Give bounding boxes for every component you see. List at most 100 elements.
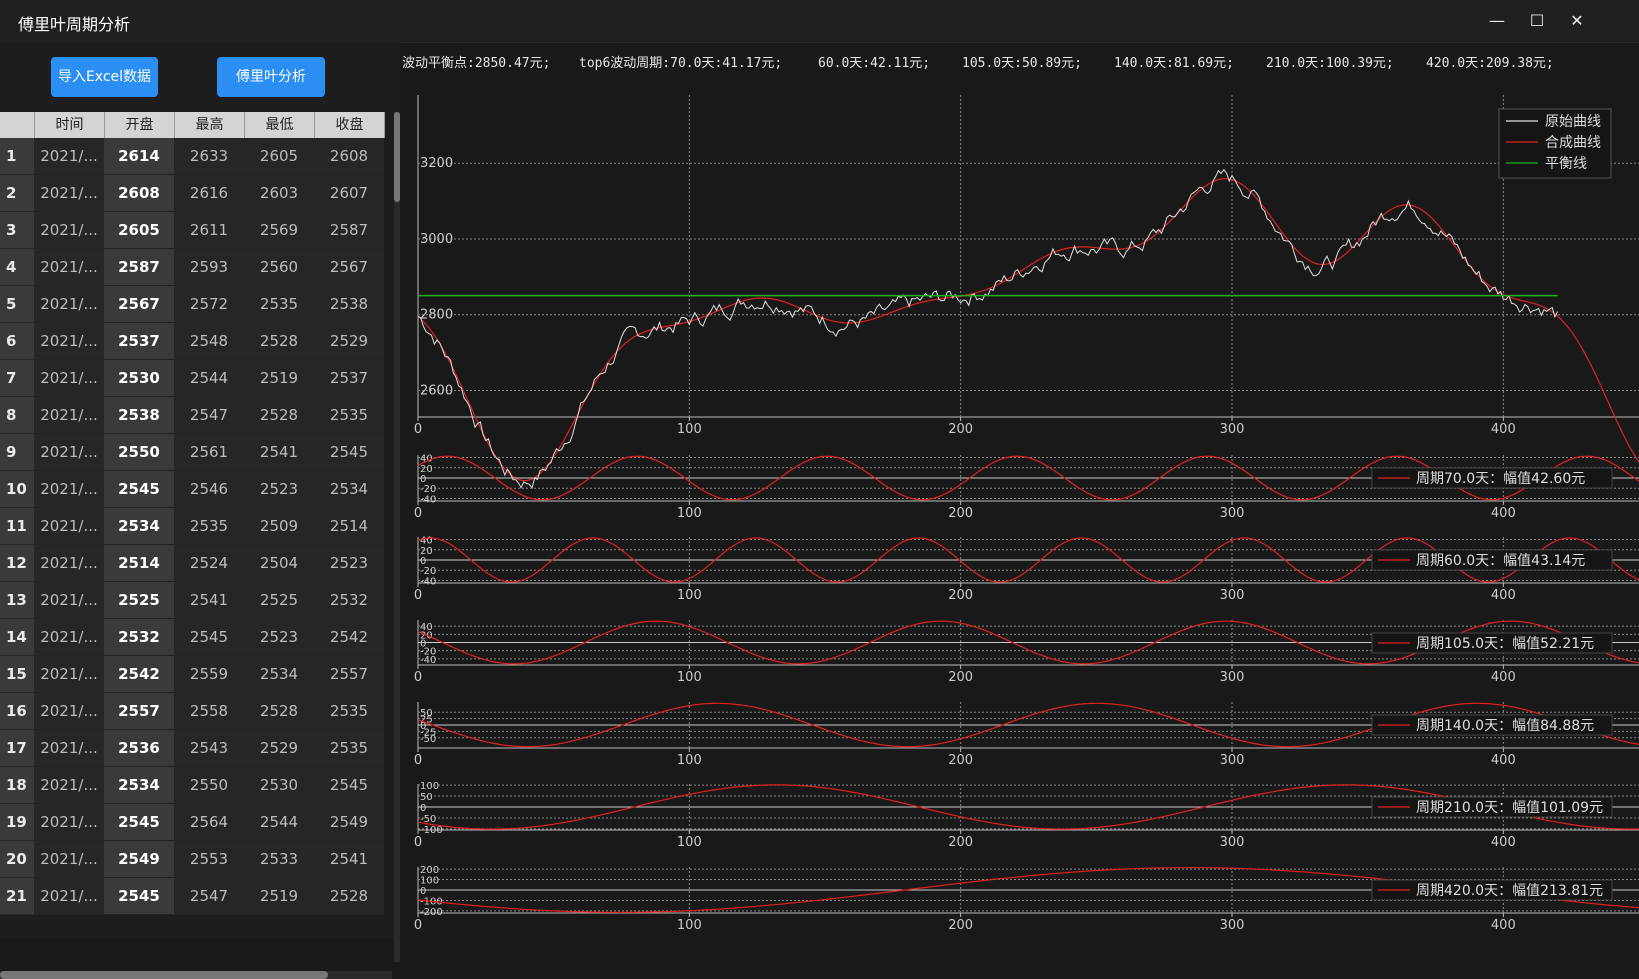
table-row[interactable]: 16 2021/... 2557 2558 2528 2535 (0, 693, 392, 730)
table-cell[interactable]: 2021/... (34, 434, 104, 471)
table-cell[interactable]: 2616 (174, 175, 244, 212)
table-row[interactable]: 17 2021/... 2536 2543 2529 2535 (0, 730, 392, 767)
table-cell[interactable]: 2533 (244, 841, 314, 878)
table-row[interactable]: 1 2021/... 2614 2633 2605 2608 (0, 138, 392, 175)
fourier-analyze-button[interactable]: 傅里叶分析 (217, 57, 325, 97)
table-cell[interactable]: 2529 (244, 730, 314, 767)
vertical-scroll-thumb[interactable] (394, 112, 400, 202)
table-cell[interactable]: 2021/... (34, 656, 104, 693)
table-row[interactable]: 2 2021/... 2608 2616 2603 2607 (0, 175, 392, 212)
row-number[interactable]: 10 (0, 471, 34, 508)
table-cell[interactable]: 2587 (314, 212, 384, 249)
row-number[interactable]: 11 (0, 508, 34, 545)
table-cell[interactable]: 2534 (104, 508, 174, 545)
row-number[interactable]: 17 (0, 730, 34, 767)
table-cell[interactable]: 2021/... (34, 397, 104, 434)
table-cell[interactable]: 2553 (174, 841, 244, 878)
row-number[interactable]: 19 (0, 804, 34, 841)
table-cell[interactable]: 2534 (314, 471, 384, 508)
table-cell[interactable]: 2528 (244, 397, 314, 434)
table-row[interactable]: 18 2021/... 2534 2550 2530 2545 (0, 767, 392, 804)
col-header-low[interactable]: 最低 (245, 112, 315, 138)
table-row[interactable]: 4 2021/... 2587 2593 2560 2567 (0, 249, 392, 286)
table-row[interactable]: 5 2021/... 2567 2572 2535 2538 (0, 286, 392, 323)
row-number[interactable]: 14 (0, 619, 34, 656)
table-row[interactable]: 20 2021/... 2549 2553 2533 2541 (0, 841, 392, 878)
table-cell[interactable]: 2548 (174, 323, 244, 360)
table-cell[interactable]: 2557 (104, 693, 174, 730)
row-number[interactable]: 2 (0, 175, 34, 212)
row-number[interactable]: 3 (0, 212, 34, 249)
table-row[interactable]: 11 2021/... 2534 2535 2509 2514 (0, 508, 392, 545)
table-row[interactable]: 10 2021/... 2545 2546 2523 2534 (0, 471, 392, 508)
table-cell[interactable]: 2535 (174, 508, 244, 545)
row-number[interactable]: 16 (0, 693, 34, 730)
row-number[interactable]: 6 (0, 323, 34, 360)
table-cell[interactable]: 2567 (104, 286, 174, 323)
table-cell[interactable]: 2560 (244, 249, 314, 286)
table-cell[interactable]: 2021/... (34, 323, 104, 360)
table-row[interactable]: 21 2021/... 2545 2547 2519 2528 (0, 878, 392, 915)
table-cell[interactable]: 2608 (314, 138, 384, 175)
table-cell[interactable]: 2549 (104, 841, 174, 878)
table-cell[interactable]: 2545 (314, 767, 384, 804)
table-cell[interactable]: 2021/... (34, 804, 104, 841)
table-row[interactable]: 19 2021/... 2545 2564 2544 2549 (0, 804, 392, 841)
corner-cell[interactable] (0, 112, 35, 138)
table-cell[interactable]: 2543 (174, 730, 244, 767)
table-cell[interactable]: 2504 (244, 545, 314, 582)
table-cell[interactable]: 2605 (244, 138, 314, 175)
table-cell[interactable]: 2528 (314, 878, 384, 915)
data-table[interactable]: 时间 开盘 最高 最低 收盘 1 2021/... 2614 2633 2605 2608… (0, 112, 392, 969)
table-cell[interactable]: 2534 (104, 767, 174, 804)
table-cell[interactable]: 2519 (244, 878, 314, 915)
table-cell[interactable]: 2525 (244, 582, 314, 619)
table-cell[interactable]: 2523 (244, 471, 314, 508)
table-cell[interactable]: 2557 (314, 656, 384, 693)
table-cell[interactable]: 2530 (104, 360, 174, 397)
table-cell[interactable]: 2559 (174, 656, 244, 693)
table-cell[interactable]: 2603 (244, 175, 314, 212)
table-cell[interactable]: 2514 (314, 508, 384, 545)
table-cell[interactable]: 2541 (314, 841, 384, 878)
table-cell[interactable]: 2528 (244, 693, 314, 730)
table-cell[interactable]: 2536 (104, 730, 174, 767)
table-row[interactable]: 8 2021/... 2538 2547 2528 2535 (0, 397, 392, 434)
table-cell[interactable]: 2021/... (34, 360, 104, 397)
table-cell[interactable]: 2514 (104, 545, 174, 582)
row-number[interactable]: 12 (0, 545, 34, 582)
table-cell[interactable]: 2550 (104, 434, 174, 471)
table-cell[interactable]: 2605 (104, 212, 174, 249)
table-cell[interactable]: 2567 (314, 249, 384, 286)
table-cell[interactable]: 2558 (174, 693, 244, 730)
table-cell[interactable]: 2528 (244, 323, 314, 360)
close-icon[interactable]: ✕ (1570, 11, 1584, 30)
col-header-open[interactable]: 开盘 (105, 112, 175, 138)
table-cell[interactable]: 2546 (174, 471, 244, 508)
row-number[interactable]: 15 (0, 656, 34, 693)
table-cell[interactable]: 2021/... (34, 471, 104, 508)
table-cell[interactable]: 2021/... (34, 878, 104, 915)
table-cell[interactable]: 2535 (244, 286, 314, 323)
table-cell[interactable]: 2529 (314, 323, 384, 360)
table-cell[interactable]: 2547 (174, 878, 244, 915)
table-cell[interactable]: 2525 (104, 582, 174, 619)
table-cell[interactable]: 2530 (244, 767, 314, 804)
row-number[interactable]: 21 (0, 878, 34, 915)
table-cell[interactable]: 2541 (244, 434, 314, 471)
table-cell[interactable]: 2564 (174, 804, 244, 841)
table-cell[interactable]: 2524 (174, 545, 244, 582)
table-cell[interactable]: 2633 (174, 138, 244, 175)
import-excel-button[interactable]: 导入Excel数据 (51, 57, 158, 97)
table-cell[interactable]: 2538 (314, 286, 384, 323)
table-cell[interactable]: 2021/... (34, 212, 104, 249)
table-cell[interactable]: 2544 (244, 804, 314, 841)
table-cell[interactable]: 2549 (314, 804, 384, 841)
table-cell[interactable]: 2519 (244, 360, 314, 397)
row-number[interactable]: 4 (0, 249, 34, 286)
maximize-icon[interactable]: ☐ (1529, 11, 1545, 30)
table-cell[interactable]: 2542 (104, 656, 174, 693)
table-cell[interactable]: 2541 (174, 582, 244, 619)
table-cell[interactable]: 2021/... (34, 582, 104, 619)
table-cell[interactable]: 2021/... (34, 767, 104, 804)
